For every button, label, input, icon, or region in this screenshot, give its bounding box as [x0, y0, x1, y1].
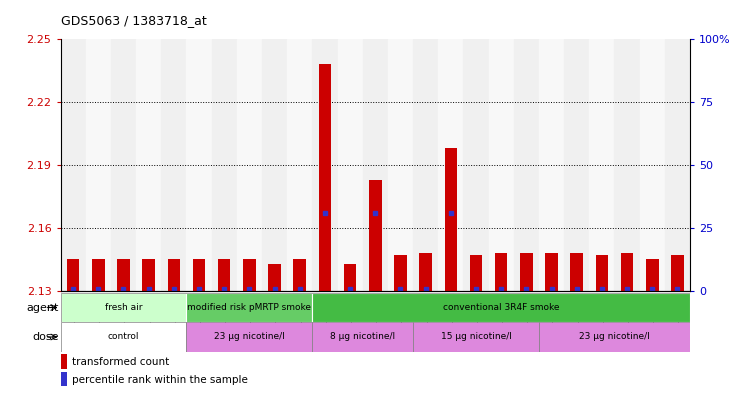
Bar — [294, 259, 306, 291]
Bar — [67, 259, 80, 291]
Text: 8 μg nicotine/l: 8 μg nicotine/l — [330, 332, 396, 342]
Bar — [111, 39, 136, 291]
Bar — [514, 39, 539, 291]
Bar — [187, 293, 312, 322]
Text: 23 μg nicotine/l: 23 μg nicotine/l — [214, 332, 285, 342]
Bar — [438, 39, 463, 291]
Bar — [168, 259, 180, 291]
Bar — [539, 39, 564, 291]
Bar — [621, 253, 633, 291]
Bar — [237, 39, 262, 291]
Bar — [61, 39, 86, 291]
Bar — [469, 255, 483, 291]
Text: GDS5063 / 1383718_at: GDS5063 / 1383718_at — [61, 14, 206, 27]
Text: dose: dose — [32, 332, 59, 342]
Bar — [243, 259, 255, 291]
Bar — [142, 259, 155, 291]
Bar — [262, 39, 287, 291]
Text: 15 μg nicotine/l: 15 μg nicotine/l — [441, 332, 511, 342]
Bar — [570, 253, 583, 291]
Bar — [212, 39, 237, 291]
Text: conventional 3R4F smoke: conventional 3R4F smoke — [443, 303, 559, 312]
Bar — [590, 39, 615, 291]
Bar — [539, 322, 690, 352]
Bar — [193, 259, 205, 291]
Bar — [665, 39, 690, 291]
Bar — [61, 293, 187, 322]
Bar — [615, 39, 640, 291]
Text: fresh air: fresh air — [105, 303, 142, 312]
Bar — [268, 264, 281, 291]
Bar — [218, 259, 230, 291]
Bar — [319, 64, 331, 291]
Bar — [161, 39, 187, 291]
Bar — [413, 322, 539, 352]
Text: 23 μg nicotine/l: 23 μg nicotine/l — [579, 332, 650, 342]
Bar — [596, 255, 608, 291]
Bar — [394, 255, 407, 291]
Bar — [86, 39, 111, 291]
Text: modified risk pMRTP smoke: modified risk pMRTP smoke — [187, 303, 311, 312]
Bar — [61, 322, 187, 352]
Bar — [444, 148, 457, 291]
Bar — [61, 372, 67, 386]
Bar — [312, 322, 413, 352]
Bar — [187, 322, 312, 352]
Bar — [463, 39, 489, 291]
Bar — [312, 293, 690, 322]
Text: transformed count: transformed count — [72, 357, 169, 367]
Bar — [61, 354, 67, 369]
Text: percentile rank within the sample: percentile rank within the sample — [72, 375, 248, 385]
Bar — [520, 253, 533, 291]
Bar — [337, 39, 362, 291]
Bar — [117, 259, 130, 291]
Bar — [136, 39, 161, 291]
Bar — [419, 253, 432, 291]
Bar — [564, 39, 590, 291]
Bar — [92, 259, 105, 291]
Bar — [369, 180, 382, 291]
Bar — [187, 39, 212, 291]
Bar — [545, 253, 558, 291]
Bar — [495, 253, 508, 291]
Bar — [413, 39, 438, 291]
Bar — [489, 39, 514, 291]
Bar — [344, 264, 356, 291]
Bar — [287, 39, 312, 291]
Bar — [646, 259, 658, 291]
Bar — [388, 39, 413, 291]
Text: agent: agent — [27, 303, 59, 312]
Text: control: control — [108, 332, 139, 342]
Bar — [671, 255, 683, 291]
Bar — [640, 39, 665, 291]
Bar — [312, 39, 337, 291]
Bar — [362, 39, 388, 291]
